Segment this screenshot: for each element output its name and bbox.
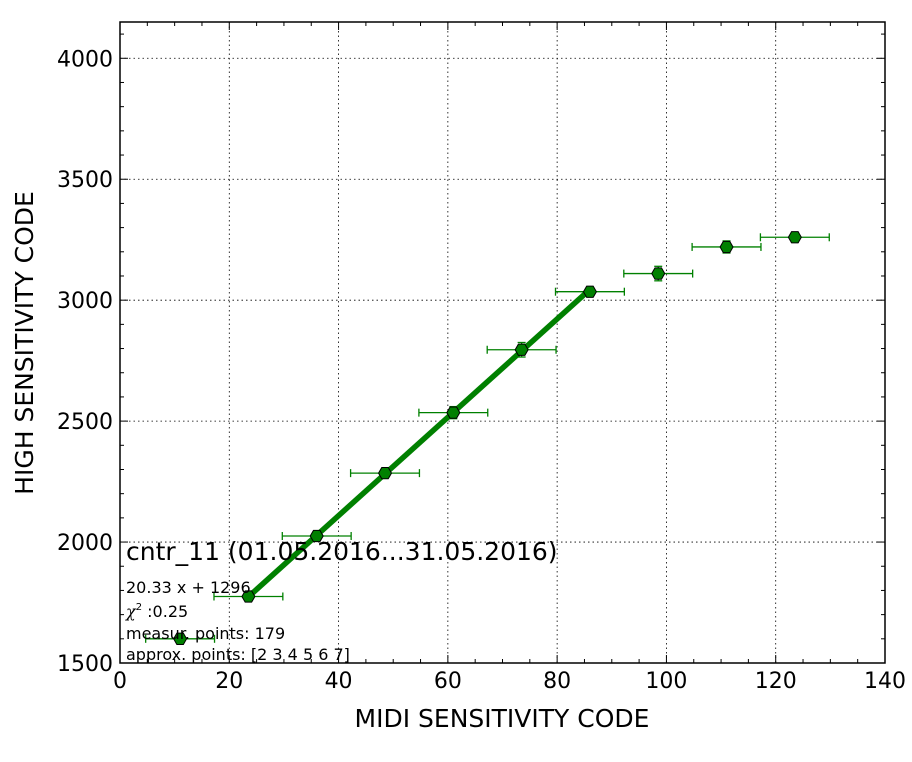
- annotation-chi2: χ2 :0.25: [125, 602, 188, 621]
- x-tick-label: 140: [864, 669, 906, 694]
- y-tick-label: 2500: [57, 410, 113, 435]
- plot-frame: [119, 21, 886, 664]
- y-tick-label: 4000: [57, 47, 113, 72]
- x-tick-label: 20: [215, 669, 243, 694]
- data-point: [719, 240, 734, 254]
- data-points: [173, 231, 802, 645]
- x-tick-label: 80: [543, 669, 571, 694]
- chi2-superscript: 2: [136, 602, 142, 613]
- data-point: [514, 343, 529, 356]
- fit-line: [246, 287, 592, 599]
- y-axis-title: HIGH SENSITIVITY CODE: [10, 191, 39, 495]
- data-point: [241, 590, 256, 603]
- chi2-symbol: χ: [125, 602, 137, 621]
- data-point: [446, 406, 461, 419]
- chi2-value: :0.25: [142, 602, 188, 621]
- annotation-measur-points: measur. points: 179: [126, 624, 285, 643]
- annotation-approx-points: approx. points: [2 3 4 5 6 7]: [126, 645, 350, 664]
- annotation-title: cntr_11 (01.05.2016...31.05.2016): [126, 537, 558, 566]
- y-tick-label: 3000: [57, 289, 113, 314]
- data-point: [582, 285, 598, 298]
- fit-line-layer: [246, 287, 592, 599]
- grid: [120, 22, 885, 663]
- x-axis-title: MIDI SENSITIVITY CODE: [355, 704, 650, 733]
- data-point: [651, 267, 666, 280]
- data-point: [787, 231, 802, 244]
- annotation-equation: 20.33 x + 1296: [126, 578, 251, 597]
- x-tick-label: 0: [113, 669, 127, 694]
- y-tick-label: 3500: [57, 168, 113, 193]
- y-tick-labels: 1500 2000 2500 3000 3500 4000: [57, 47, 113, 677]
- data-point: [173, 632, 188, 645]
- y-tick-label: 1500: [57, 652, 113, 677]
- x-tick-label: 120: [755, 669, 797, 694]
- x-tick-label: 100: [645, 669, 687, 694]
- data-point: [309, 529, 324, 543]
- y-tick-label: 2000: [57, 531, 113, 556]
- x-tick-label: 60: [434, 669, 462, 694]
- data-point: [377, 466, 393, 480]
- x-tick-labels: 0 20 40 60 80 100 120 140: [113, 669, 906, 694]
- x-tick-label: 40: [325, 669, 353, 694]
